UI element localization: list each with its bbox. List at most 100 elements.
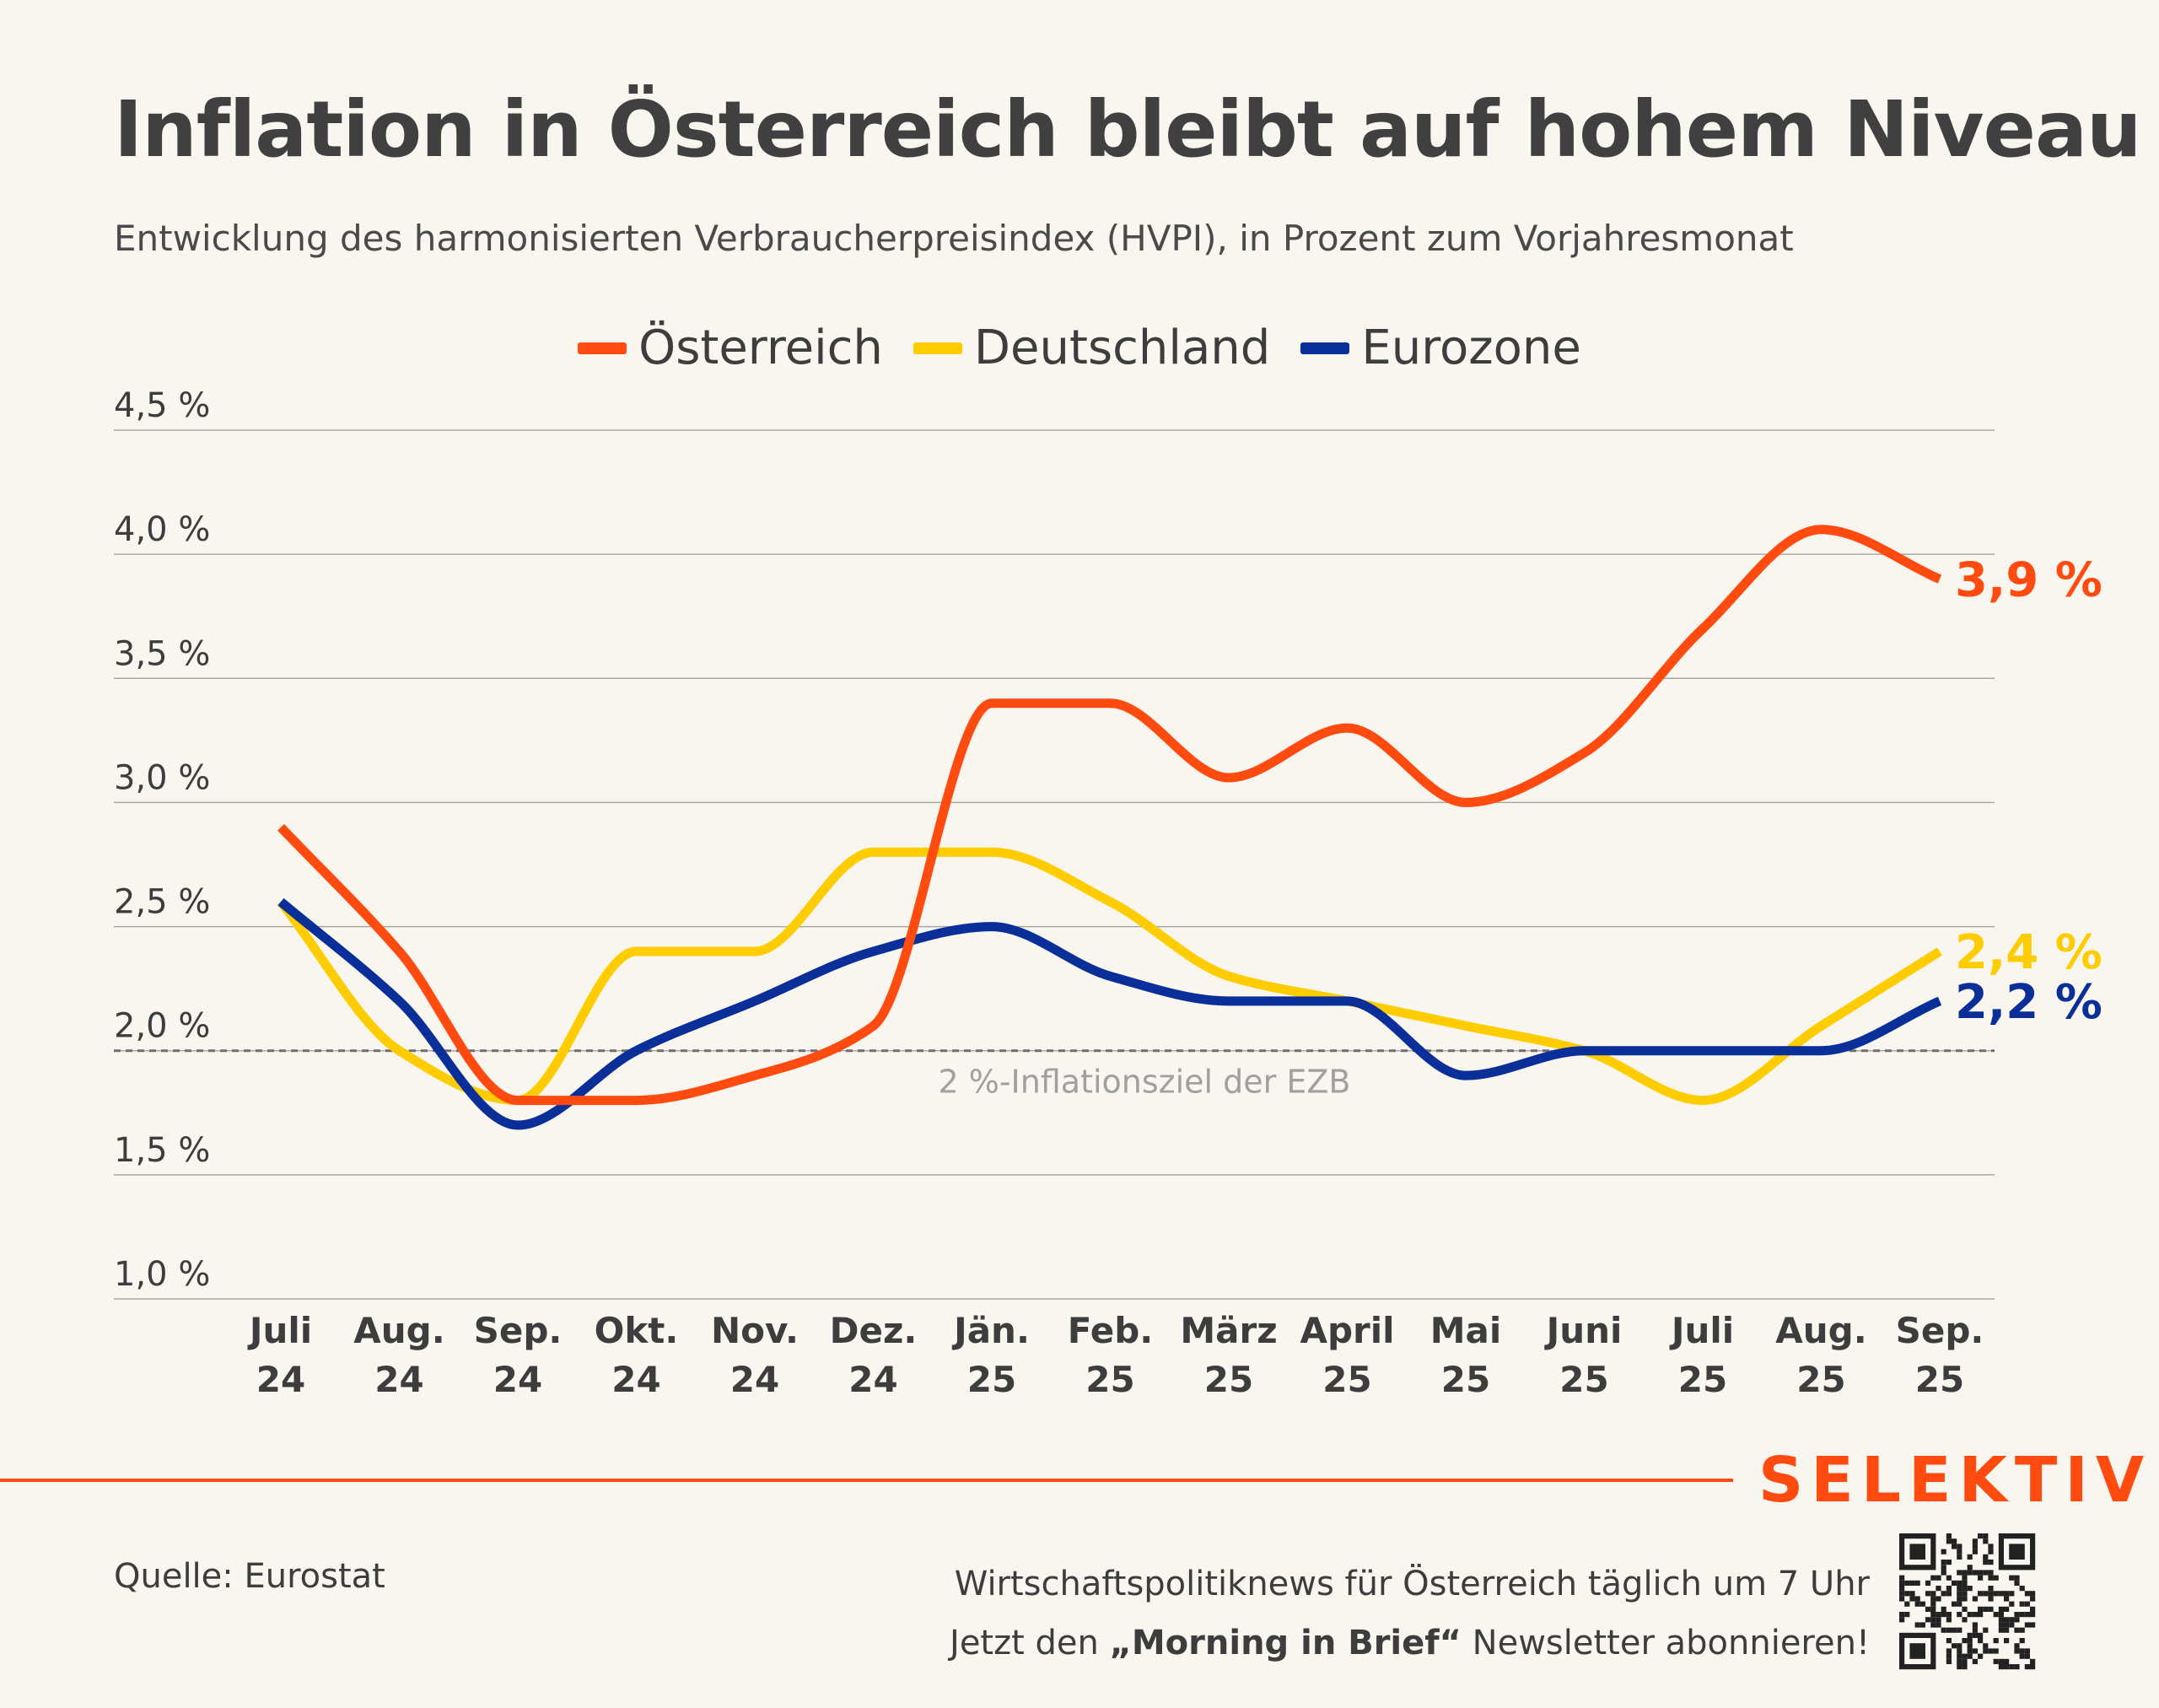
qr-module	[1909, 1591, 1915, 1597]
qr-module	[1957, 1596, 1962, 1602]
qr-module	[1946, 1533, 1952, 1539]
qr-module	[1899, 1580, 1905, 1586]
qr-module	[1946, 1648, 1952, 1654]
qr-module	[1993, 1612, 1999, 1618]
qr-module	[2024, 1648, 2030, 1654]
qr-module	[2009, 1664, 2015, 1670]
line-germany	[277, 847, 1942, 1106]
qr-module	[1899, 1596, 1905, 1602]
qr-module	[1967, 1648, 1973, 1654]
qr-module	[1988, 1596, 1994, 1602]
qr-module	[1957, 1658, 1962, 1664]
qr-module	[1904, 1591, 1910, 1597]
qr-module	[1936, 1596, 1941, 1602]
qr-module	[1962, 1580, 1968, 1586]
qr-module	[1957, 1648, 1962, 1654]
qr-module	[2019, 1648, 2025, 1654]
qr-module	[1930, 1575, 1936, 1581]
qr-module	[1983, 1538, 1989, 1544]
legend-item-germany: Deutschland	[913, 321, 1270, 375]
qr-module	[1988, 1591, 1994, 1597]
qr-code-icon[interactable]	[1899, 1533, 2036, 1670]
qr-module	[2030, 1622, 2036, 1628]
qr-module	[1936, 1575, 1941, 1581]
qr-module	[1998, 1591, 2004, 1597]
x-tick-month: Aug.	[353, 1310, 444, 1351]
qr-module	[1914, 1622, 1920, 1628]
qr-module	[1978, 1575, 1984, 1581]
qr-module	[2024, 1653, 2030, 1659]
qr-module	[2030, 1591, 2036, 1597]
qr-module	[1998, 1664, 2004, 1670]
qr-module	[1936, 1617, 1941, 1623]
qr-module	[1972, 1544, 1978, 1549]
qr-module	[1978, 1632, 1984, 1638]
qr-module	[1978, 1570, 1984, 1576]
qr-module	[2014, 1580, 2020, 1586]
promo-line-2-post: Newsletter abonnieren!	[1461, 1624, 1870, 1662]
qr-module	[1946, 1612, 1952, 1618]
qr-module	[1899, 1575, 1905, 1581]
qr-module	[1946, 1591, 1952, 1597]
qr-module	[1993, 1658, 1999, 1664]
qr-module	[1946, 1586, 1952, 1592]
qr-module	[1936, 1622, 1941, 1628]
qr-module	[1962, 1658, 1968, 1664]
x-tick-year: 25	[1204, 1359, 1253, 1400]
qr-module	[1941, 1565, 1946, 1571]
qr-module	[1957, 1570, 1962, 1576]
footer-divider	[0, 1479, 1733, 1482]
qr-module	[1998, 1606, 2004, 1612]
qr-module	[1962, 1570, 1968, 1576]
qr-module	[2014, 1617, 2020, 1623]
qr-module	[2004, 1591, 2010, 1597]
qr-module	[1952, 1544, 1957, 1549]
x-tick-year: 25	[1915, 1359, 1964, 1400]
qr-module	[1972, 1612, 1978, 1618]
x-tick-year: 25	[1559, 1359, 1608, 1400]
qr-module	[1983, 1533, 1989, 1539]
x-tick-year: 25	[1796, 1359, 1845, 1400]
end-label-eurozone: 2,2 %	[1955, 975, 2102, 1030]
qr-module	[1936, 1586, 1941, 1592]
brand-logo: SELEKTIV	[1758, 1444, 2152, 1517]
qr-module	[1952, 1580, 1957, 1586]
qr-module	[1998, 1622, 2004, 1628]
x-tick-year: 25	[1678, 1359, 1727, 1400]
qr-module	[1957, 1580, 1962, 1586]
qr-module	[1957, 1549, 1962, 1554]
qr-module	[1988, 1544, 1994, 1549]
qr-module	[1962, 1617, 1968, 1623]
qr-module	[1962, 1653, 1968, 1659]
qr-module	[1962, 1591, 1968, 1597]
qr-module	[1941, 1591, 1946, 1597]
qr-module	[1930, 1591, 1936, 1597]
qr-module	[1972, 1622, 1978, 1628]
qr-module	[1909, 1596, 1915, 1602]
qr-module	[1914, 1596, 1920, 1602]
qr-module	[2030, 1658, 2036, 1664]
legend-label-germany: Deutschland	[973, 321, 1271, 375]
legend-swatch-austria	[578, 342, 627, 354]
qr-module	[1925, 1606, 1931, 1612]
qr-module	[1983, 1591, 1989, 1597]
y-tick-label: 3,5 %	[114, 634, 210, 673]
x-tick-year: 24	[493, 1359, 542, 1400]
qr-module	[2030, 1612, 2036, 1618]
promo-line-2[interactable]: Jetzt den „Morning in Brief“ Newsletter …	[950, 1614, 1870, 1673]
qr-module	[1972, 1596, 1978, 1602]
qr-module	[1899, 1591, 1905, 1597]
qr-module	[1983, 1643, 1989, 1649]
qr-module	[1919, 1622, 1925, 1628]
qr-module	[1962, 1664, 1968, 1670]
qr-module	[1972, 1632, 1978, 1638]
qr-module	[2014, 1575, 2020, 1581]
qr-module	[1957, 1601, 1962, 1607]
qr-module	[1899, 1617, 1905, 1623]
qr-module	[1978, 1638, 1984, 1644]
qr-module	[2014, 1648, 2020, 1654]
chart-title: Inflation in Österreich bleibt auf hohem…	[114, 84, 2142, 175]
qr-module	[1946, 1627, 1952, 1633]
qr-module	[1957, 1653, 1962, 1659]
qr-module	[1998, 1658, 2004, 1664]
